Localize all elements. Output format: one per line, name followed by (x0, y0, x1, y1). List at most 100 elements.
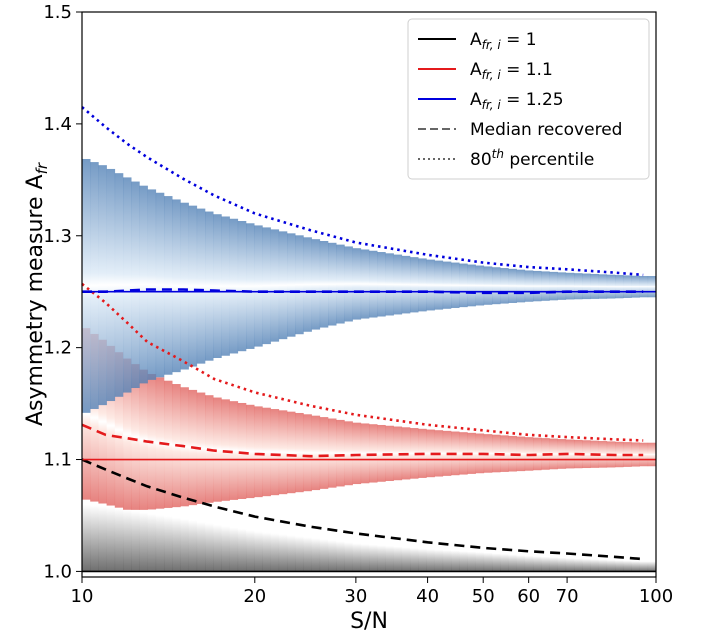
density-band-cell (606, 560, 616, 572)
y-tick-label: 1.2 (43, 338, 72, 359)
density-band-cell (483, 552, 493, 572)
density-band-cell (442, 550, 452, 572)
legend-label-suffix: = 1 (501, 30, 537, 50)
density-band-cell (516, 555, 526, 572)
density-band-cell (623, 275, 632, 298)
density-band-cell (377, 424, 386, 482)
density-band-cell (467, 264, 476, 307)
density-band-cell (344, 246, 353, 322)
density-band-cell (451, 550, 460, 572)
density-band-cell (221, 526, 230, 572)
density-band-cell (410, 257, 419, 313)
x-tick-label: 100 (639, 586, 673, 607)
x-tick-label: 20 (243, 586, 266, 607)
density-band-cell (123, 177, 132, 393)
density-band-cell (303, 414, 312, 492)
density-band-cell (524, 555, 534, 572)
density-band-cell (262, 407, 271, 497)
density-band-cell (508, 554, 517, 572)
y-tick-label: 1.3 (43, 226, 72, 247)
density-band-cell (237, 528, 247, 572)
density-band-cell (483, 266, 493, 305)
density-band-cell (549, 557, 558, 572)
legend-label-sub: fr, i (482, 98, 502, 112)
density-band-cell (328, 242, 337, 326)
density-band-cell (205, 523, 214, 572)
density-band-cell (147, 513, 157, 572)
density-band-cell (254, 531, 263, 572)
density-band-cell (598, 441, 608, 468)
axes: 1.0 1.1 1.2 1.3 1.4 1.5 10 20 30 40 50 60 70 100 S/N As… (23, 2, 673, 634)
density-band-cell (377, 545, 386, 572)
density-band-cell (278, 410, 288, 495)
density-band-cell (295, 235, 304, 335)
density-band-cell (377, 252, 386, 317)
x-tick-label: 60 (517, 586, 540, 607)
density-band-cell (82, 328, 91, 500)
density-band-cell (328, 540, 337, 572)
density-band-cell (303, 237, 312, 332)
legend-label: Afr, i = 1.1 (470, 60, 553, 82)
density-band-cell (172, 199, 181, 373)
legend-label-main: A (470, 30, 482, 50)
density-band-cell (82, 158, 91, 413)
density-band-cell (254, 225, 263, 347)
density-band-cell (369, 544, 378, 572)
y-axis-title-subscript: fr (33, 162, 51, 174)
density-band-cell (319, 240, 329, 328)
density-band-cell (98, 506, 107, 572)
density-band-cell (410, 547, 419, 572)
density-band-cell (590, 559, 599, 572)
density-band-cell (598, 559, 608, 572)
density-band-cell (213, 214, 222, 358)
density-band-cell (385, 546, 394, 572)
density-band-cell (319, 417, 329, 489)
median-line (81, 458, 644, 561)
density-band-cell (106, 507, 116, 572)
density-band-cell (139, 369, 148, 510)
density-band-cell (106, 345, 116, 506)
density-band-cell (574, 273, 583, 300)
density-band-cell (213, 397, 222, 502)
density-band-cell (246, 223, 255, 349)
density-band-cell (500, 553, 509, 572)
density-band-cell (205, 211, 214, 361)
density-band-cell (516, 269, 526, 303)
density-band-cell (344, 421, 353, 486)
density-band-cell (631, 275, 640, 298)
density-band-cell (123, 358, 132, 510)
density-band-cell (393, 546, 403, 572)
density-band-cell (352, 543, 362, 572)
density-band-cell (131, 181, 140, 388)
density-band-cell (533, 556, 542, 572)
density-band-cell (492, 553, 501, 572)
density-band-cell (426, 549, 435, 572)
density-band-cell (623, 560, 632, 572)
density-band-cell (90, 333, 99, 502)
density-band-cell (360, 544, 370, 572)
density-band-cell (344, 542, 353, 572)
density-band-cell (131, 364, 140, 510)
density-band-cell (196, 208, 206, 364)
density-band-cell (246, 530, 255, 572)
density-band-cell (270, 533, 280, 572)
density-band-cell (582, 273, 591, 300)
density-band-cell (475, 552, 485, 572)
legend-label-sub: fr, i (482, 38, 502, 52)
density-band-cell (278, 534, 288, 572)
legend-label-main: A (470, 60, 482, 80)
density-band-cell (114, 173, 124, 397)
density-band-cell (352, 248, 362, 320)
density-band-cell (639, 276, 649, 298)
density-band-cell (524, 270, 534, 302)
y-tick-label: 1.5 (43, 2, 72, 23)
density-band-cell (287, 233, 296, 337)
density-band-cell (106, 168, 116, 402)
density-band-cell (615, 560, 624, 572)
density-band-cell (557, 272, 567, 300)
density-band-cell (229, 527, 239, 572)
density-band-cell (451, 262, 460, 308)
plot-frame (81, 11, 657, 578)
